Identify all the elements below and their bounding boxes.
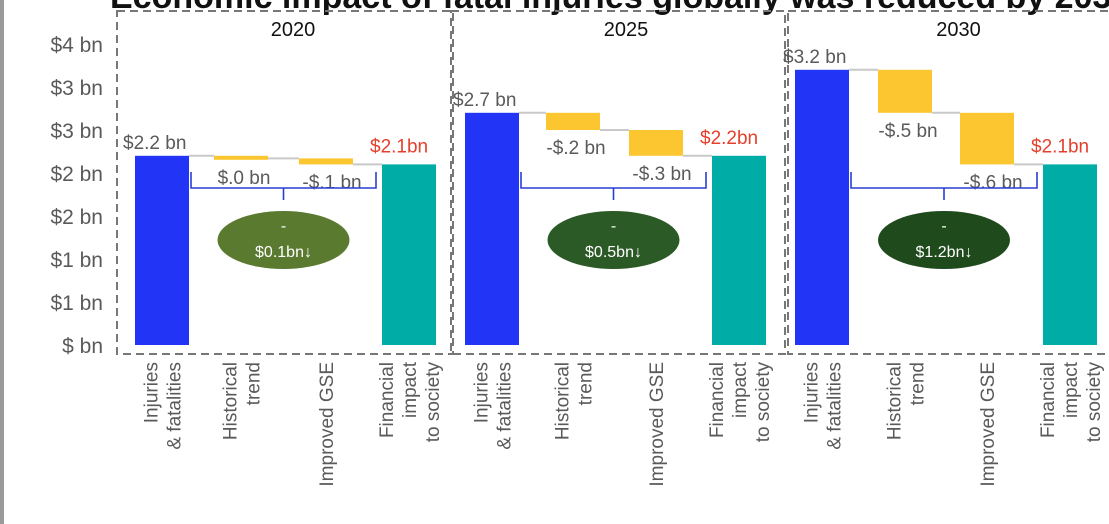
end-value-label: $2.1bn bbox=[370, 136, 428, 157]
x-category-label: trend bbox=[244, 362, 265, 405]
delta-bar bbox=[960, 112, 1014, 165]
y-tick-label: $2 bn bbox=[50, 163, 103, 186]
x-category-label: Financial bbox=[707, 362, 728, 438]
total-change-ellipse bbox=[878, 211, 1010, 269]
start-bar bbox=[135, 155, 189, 345]
x-category-label: Improved GSE bbox=[317, 362, 338, 487]
x-category-label: Historical bbox=[221, 362, 242, 440]
delta-value-label: -$.1 bn bbox=[302, 172, 361, 193]
x-category-label: trend bbox=[576, 362, 597, 405]
x-category-label: Historical bbox=[553, 362, 574, 440]
delta-bar bbox=[546, 112, 600, 130]
x-category-label: Improved GSE bbox=[978, 362, 999, 487]
delta-value-label: -$.3 bn bbox=[632, 164, 691, 185]
total-change-value: $1.2bn↓ bbox=[916, 244, 973, 261]
delta-label-bg bbox=[956, 168, 1030, 195]
end-bar bbox=[1043, 164, 1097, 345]
x-category-label: trend bbox=[908, 362, 929, 405]
delta-bar bbox=[299, 158, 353, 165]
delta-bar bbox=[629, 130, 683, 156]
y-tick-label: $ bn bbox=[62, 335, 103, 358]
x-category-label: Financial bbox=[1038, 362, 1059, 438]
start-value-label: $3.2 bn bbox=[783, 47, 846, 68]
x-category-label: Injuries bbox=[472, 362, 493, 423]
delta-value-label: -$.6 bn bbox=[963, 172, 1022, 193]
x-category-label: Injuries bbox=[802, 362, 823, 423]
total-change-ellipse bbox=[547, 211, 680, 269]
x-category-label: impact bbox=[730, 361, 751, 418]
panel-year-label: 2025 bbox=[604, 19, 649, 41]
panel-frame bbox=[787, 10, 1109, 355]
panel-year-label: 2030 bbox=[936, 19, 981, 41]
x-category-label: to society bbox=[423, 362, 444, 443]
delta-bar bbox=[214, 155, 268, 160]
end-bar bbox=[382, 164, 436, 345]
x-category-label: Injuries bbox=[142, 362, 163, 423]
x-category-label: to society bbox=[753, 362, 774, 443]
panel-year-label: 2020 bbox=[271, 19, 316, 41]
y-tick-label: $3 bn bbox=[50, 120, 103, 143]
total-bracket bbox=[190, 172, 377, 200]
x-category-label: impact bbox=[1061, 361, 1082, 418]
x-category-label: Historical bbox=[885, 362, 906, 440]
y-tick-label: $2 bn bbox=[50, 206, 103, 229]
delta-bar bbox=[878, 69, 932, 113]
total-bracket bbox=[520, 172, 707, 200]
end-value-label: $2.1bn bbox=[1031, 136, 1089, 157]
delta-label-bg bbox=[295, 168, 369, 195]
total-change-sign: - bbox=[941, 218, 946, 235]
total-change-value: $0.5bn↓ bbox=[585, 244, 642, 261]
total-change-value: $0.1bn↓ bbox=[255, 244, 312, 261]
start-value-label: $2.2 bn bbox=[123, 133, 186, 154]
y-tick-label: $1 bn bbox=[50, 249, 103, 272]
y-tick-label: $3 bn bbox=[50, 77, 103, 100]
x-category-label: & fatalities bbox=[165, 362, 186, 450]
x-category-label: Improved GSE bbox=[647, 362, 668, 487]
start-bar bbox=[795, 69, 849, 346]
y-tick-label: $4 bn bbox=[50, 34, 103, 57]
left-border bbox=[0, 0, 4, 524]
delta-label-bg bbox=[625, 159, 699, 186]
total-change-sign: - bbox=[281, 218, 286, 235]
x-category-label: Financial bbox=[377, 362, 398, 438]
delta-label-bg bbox=[539, 134, 613, 160]
delta-value-label: -$.2 bn bbox=[546, 138, 605, 159]
panel-frame bbox=[116, 10, 454, 355]
y-tick-label: $1 bn bbox=[50, 292, 103, 315]
x-category-label: to society bbox=[1084, 362, 1105, 443]
x-category-label: & fatalities bbox=[495, 362, 516, 450]
x-category-label: impact bbox=[400, 361, 421, 418]
start-value-label: $2.7 bn bbox=[453, 90, 516, 111]
end-bar bbox=[712, 155, 766, 345]
delta-label-bg bbox=[871, 116, 945, 143]
total-bracket bbox=[850, 172, 1038, 200]
total-change-ellipse bbox=[217, 211, 350, 269]
x-category-label: & fatalities bbox=[825, 362, 846, 450]
delta-value-label: -$.5 bn bbox=[878, 121, 937, 142]
delta-label-bg bbox=[207, 163, 281, 190]
start-bar bbox=[465, 112, 519, 345]
end-value-label: $2.2bn bbox=[700, 128, 758, 149]
chart-title-cropped: Economic impact of fatal injuries global… bbox=[110, 0, 1109, 16]
delta-value-label: $.0 bn bbox=[218, 168, 271, 189]
total-change-sign: - bbox=[611, 218, 616, 235]
